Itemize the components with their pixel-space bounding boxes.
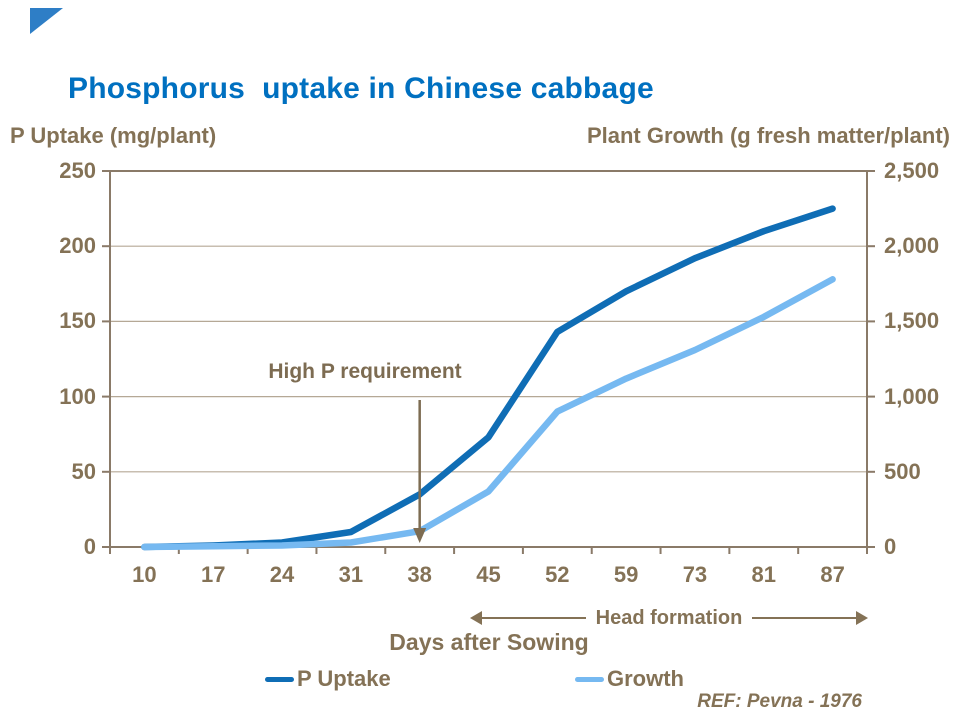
y-tick-label-right: 2,000 (884, 233, 940, 259)
right-arrowhead-icon (856, 611, 868, 625)
y-tick-label-right: 2,500 (884, 158, 940, 183)
y-tick-label-right: 1,000 (884, 383, 940, 409)
y-tick-label-right: 1,500 (884, 308, 940, 334)
chart-legend: P Uptake Growth (0, 666, 960, 692)
left-arrowhead-icon (470, 611, 482, 625)
corner-triangle-decoration (30, 8, 63, 34)
y-tick-label-left: 50 (71, 458, 96, 484)
right-axis-title: Plant Growth (g fresh matter/plant) (586, 123, 950, 148)
x-tick-label: 87 (820, 562, 845, 587)
reference-text: REF: Pevna - 1976 (697, 691, 862, 712)
right-arrow-line (752, 617, 856, 619)
legend-label: P Uptake (297, 666, 391, 691)
left-axis-title: P Uptake (mg/plant) (10, 123, 217, 148)
chart-title: Phosphorus uptake in Chinese cabbage (68, 72, 654, 105)
x-tick-label: 17 (200, 562, 226, 587)
y-tick-label-left: 100 (59, 383, 96, 409)
x-tick-label: 31 (338, 562, 364, 587)
y-tick-label-left: 0 (83, 534, 96, 559)
legend-item-p-uptake: P Uptake (265, 666, 391, 692)
y-tick-label-right: 500 (884, 458, 921, 484)
x-tick-label: 45 (476, 562, 501, 587)
x-axis-title: Days after Sowing (389, 629, 589, 655)
y-tick-label-left: 250 (59, 158, 96, 183)
high-p-annotation-label: High P requirement (268, 360, 462, 383)
legend-swatch (575, 676, 604, 682)
y-tick-label-left: 200 (59, 233, 96, 259)
x-tick-label: 73 (682, 562, 708, 587)
plot-frame (109, 170, 868, 548)
x-tick-label: 81 (751, 562, 776, 587)
high-p-arrowhead-icon (413, 528, 427, 543)
left-arrow-line (482, 617, 586, 619)
head-formation-annotation: Head formation (470, 606, 868, 630)
x-tick-label: 10 (132, 562, 157, 587)
x-tick-label: 52 (545, 562, 570, 587)
y-tick-label-left: 150 (59, 308, 96, 334)
growth-line (141, 276, 836, 551)
legend-item-growth: Growth (575, 666, 684, 692)
x-tick-label: 38 (407, 562, 432, 587)
legend-label: Growth (607, 666, 684, 691)
x-tick-label: 59 (613, 562, 639, 587)
plot-area (102, 170, 875, 554)
legend-swatch (265, 676, 294, 682)
y-tick-label-right: 0 (884, 534, 897, 559)
head-formation-label: Head formation (595, 606, 743, 629)
x-tick-label: 24 (269, 562, 295, 587)
